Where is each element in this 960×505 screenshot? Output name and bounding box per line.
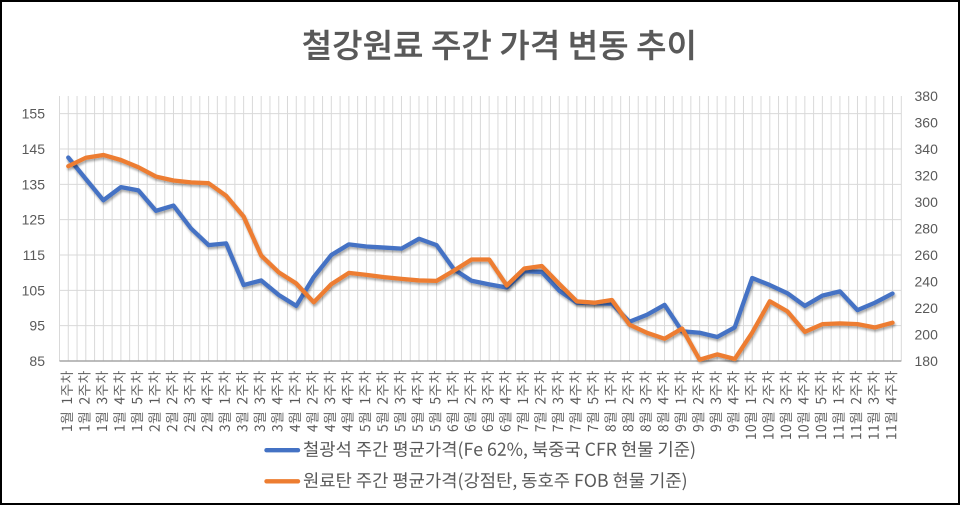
- svg-text:85: 85: [29, 353, 45, 369]
- svg-text:180: 180: [915, 353, 939, 369]
- svg-text:200: 200: [915, 327, 939, 343]
- svg-text:360: 360: [915, 115, 939, 131]
- svg-text:155: 155: [22, 106, 46, 122]
- svg-text:340: 340: [915, 141, 939, 157]
- svg-text:380: 380: [915, 88, 939, 104]
- svg-text:260: 260: [915, 247, 939, 263]
- svg-text:125: 125: [22, 212, 46, 228]
- svg-text:240: 240: [915, 274, 939, 290]
- svg-text:95: 95: [29, 318, 45, 334]
- svg-text:145: 145: [22, 141, 46, 157]
- svg-text:115: 115: [23, 247, 46, 263]
- svg-text:280: 280: [915, 221, 939, 237]
- svg-text:300: 300: [915, 194, 939, 210]
- svg-text:220: 220: [915, 300, 939, 316]
- svg-text:135: 135: [22, 176, 46, 192]
- svg-text:320: 320: [915, 168, 939, 184]
- svg-text:105: 105: [22, 282, 46, 298]
